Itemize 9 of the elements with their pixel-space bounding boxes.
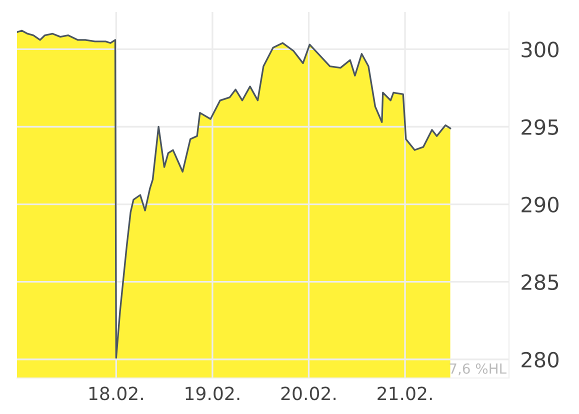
y-tick-label: 280 — [522, 352, 558, 368]
y-tick-label: 290 — [522, 196, 558, 213]
x-tick-label: 18.02. — [89, 386, 143, 400]
x-tick-label: 21.02. — [378, 386, 432, 400]
x-tick-label: 20.02. — [281, 386, 336, 400]
y-tick-label: 285 — [522, 274, 558, 290]
x-tick-label: 19.02. — [186, 386, 240, 400]
y-tick-label: 300 — [522, 42, 558, 58]
y-tick-label: 295 — [522, 119, 558, 135]
